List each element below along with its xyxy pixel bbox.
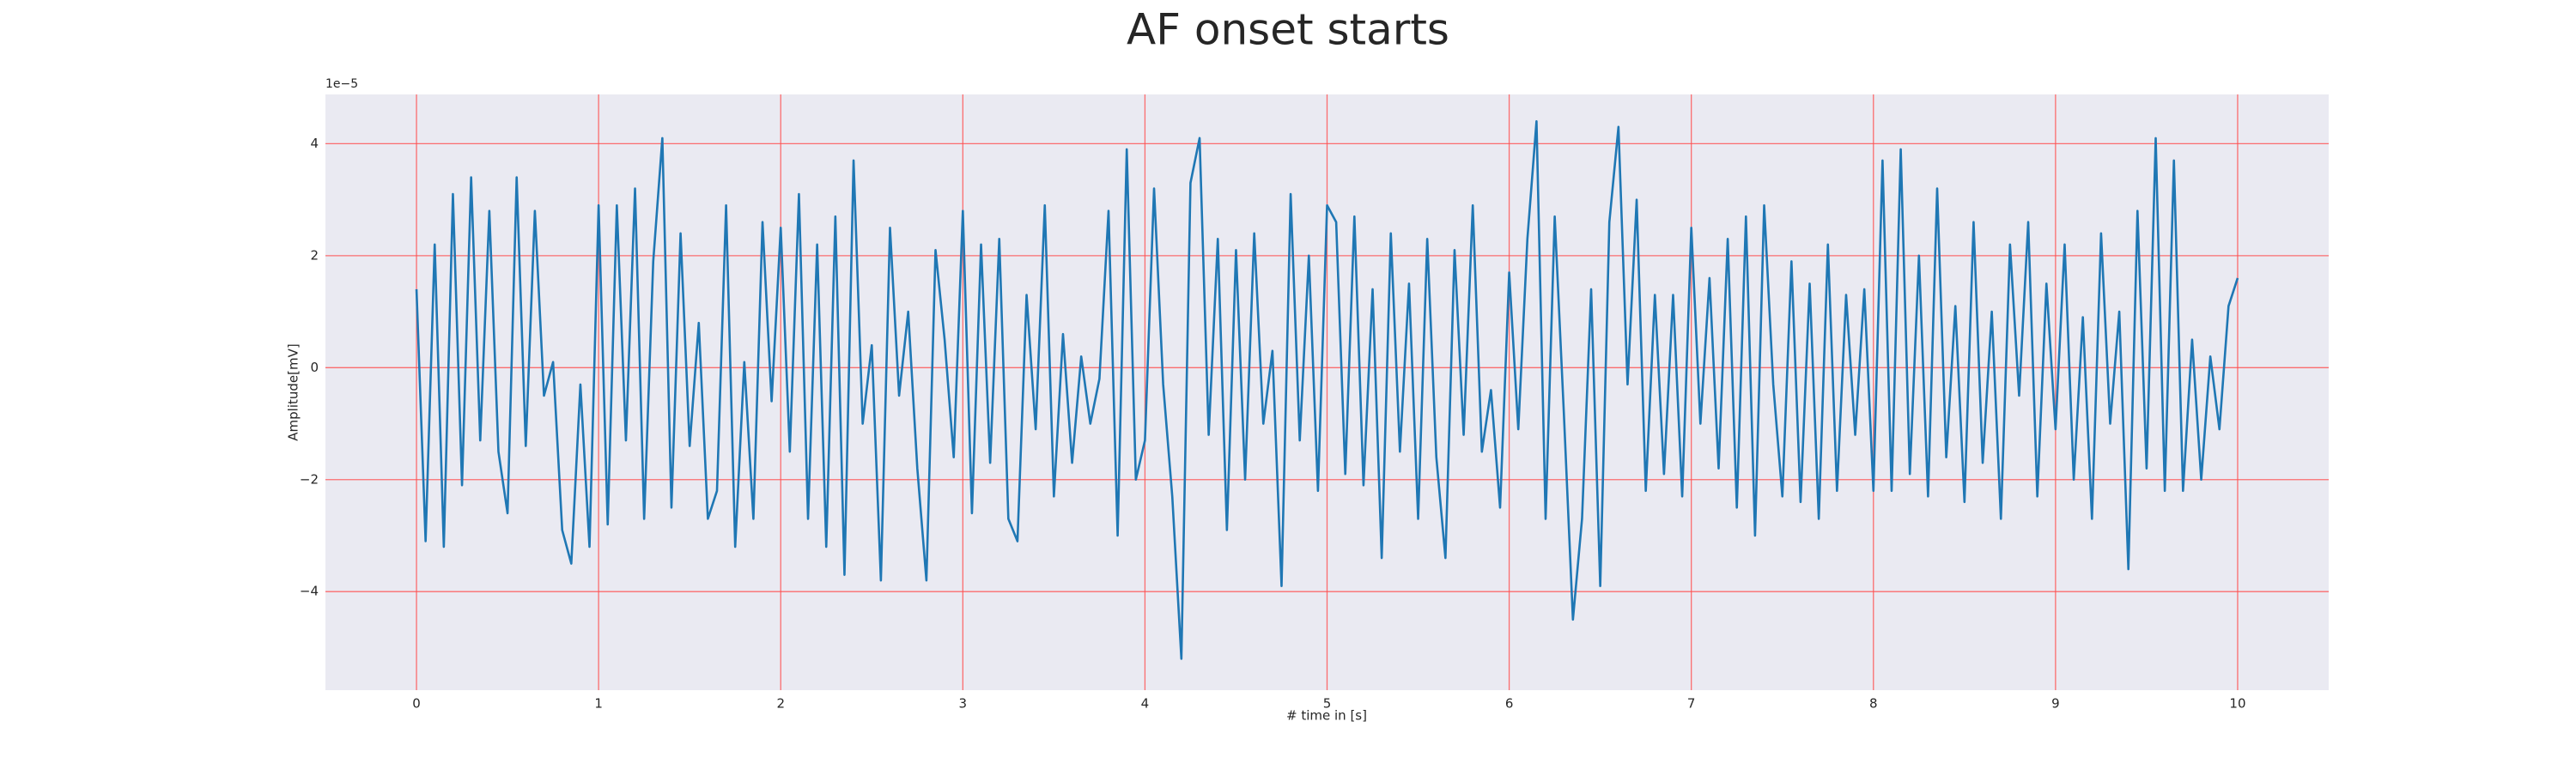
x-axis-label: # time in [s] — [1286, 708, 1367, 724]
x-tick-label: 1 — [594, 696, 603, 712]
data-line — [415, 120, 2239, 660]
x-tick-label: 10 — [2229, 696, 2245, 712]
x-tick-label: 6 — [1505, 696, 1514, 712]
y-tick-label: −4 — [300, 584, 319, 599]
x-tick-label: 5 — [1323, 696, 1332, 712]
y-tick-label: −2 — [300, 471, 319, 487]
y-tick-label: 0 — [310, 360, 319, 375]
x-tick-label: 3 — [959, 696, 968, 712]
y-tick-label: 2 — [310, 247, 319, 263]
x-tick-label: 9 — [2051, 696, 2060, 712]
y-axis-label: Amplitude[mV] — [286, 343, 301, 440]
chart-title: AF onset starts — [1127, 5, 1449, 55]
x-tick-label: 4 — [1141, 696, 1150, 712]
y-tick-label: 4 — [310, 136, 319, 151]
y-offset-label: 1e−5 — [325, 77, 358, 91]
x-tick-label: 0 — [412, 696, 421, 712]
x-tick-label: 2 — [776, 696, 785, 712]
x-tick-label: 8 — [1869, 696, 1878, 712]
x-tick-label: 7 — [1687, 696, 1696, 712]
